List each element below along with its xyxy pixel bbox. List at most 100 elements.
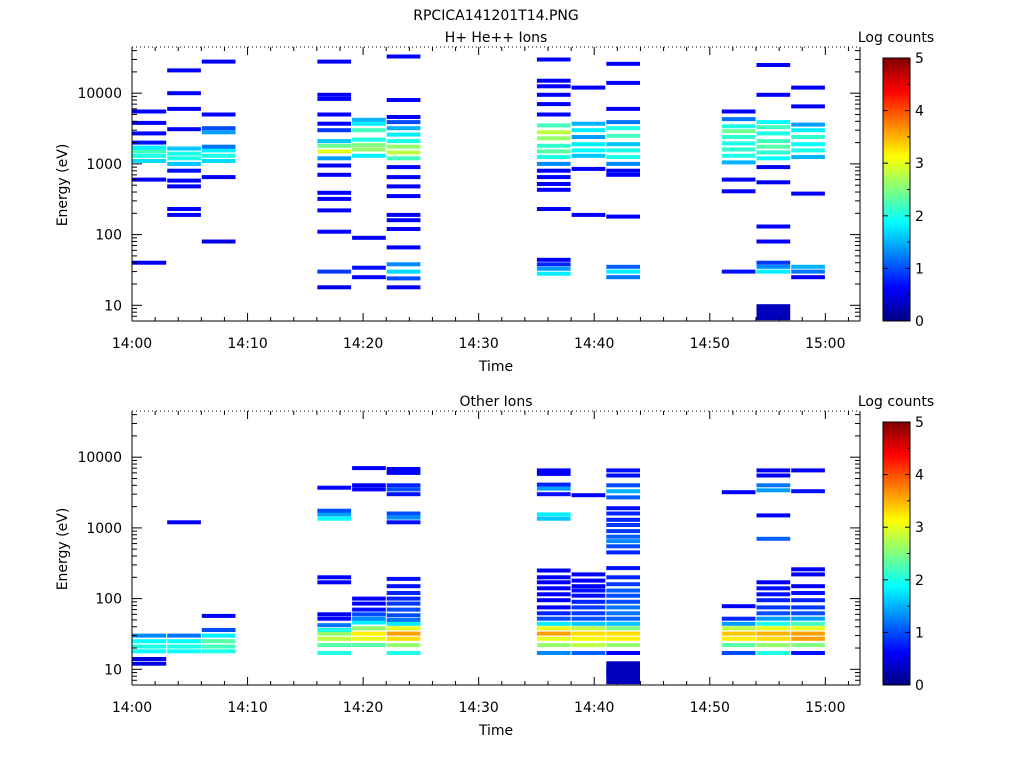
y-tick-label: 10000: [77, 86, 122, 102]
heatmap-cell: [317, 516, 352, 521]
heatmap-cell: [606, 511, 640, 516]
heatmap-cell: [317, 128, 352, 133]
heatmap-cell: [606, 626, 640, 631]
heatmap-cell: [352, 128, 386, 133]
heatmap-cell: [721, 490, 756, 495]
heatmap-cell: [167, 178, 201, 183]
heatmap-cell: [317, 636, 352, 641]
heatmap-cell: [571, 631, 606, 636]
heatmap-cell: [386, 591, 421, 595]
heatmap-cell: [386, 492, 421, 497]
heatmap-cell: [386, 651, 421, 655]
heatmap-cell: [791, 567, 825, 572]
heatmap-cell: [386, 607, 421, 612]
heatmap-cell: [386, 98, 421, 102]
heatmap-cell: [536, 136, 571, 141]
heatmap-cell: [167, 633, 201, 638]
heatmap-cell: [386, 54, 421, 59]
heatmap-cell: [386, 194, 421, 199]
colorbar-tick-label: 3: [915, 520, 924, 536]
heatmap-cell: [317, 196, 352, 201]
x-tick-label: 14:00: [112, 700, 152, 716]
heatmap-cell: [167, 127, 201, 132]
heatmap-cell: [352, 235, 386, 240]
heatmap-cell: [571, 616, 606, 621]
heatmap-cell: [352, 636, 386, 641]
heatmap-cell: [386, 156, 421, 161]
heatmap-cell: [317, 208, 352, 213]
heatmap-cell: [386, 276, 421, 281]
x-tick-label: 14:50: [690, 336, 730, 352]
heatmap-cell: [536, 471, 571, 476]
heatmap-cell: [721, 177, 756, 182]
heatmap-cell: [606, 605, 640, 610]
heatmap-cell: [317, 229, 352, 234]
heatmap-cell: [721, 135, 756, 139]
heatmap-cell: [352, 487, 386, 492]
heatmap-cell: [721, 117, 756, 122]
heatmap-cell: [606, 168, 640, 173]
y-axis-label: Energy (eV): [55, 144, 71, 227]
heatmap-cell: [756, 120, 791, 125]
heatmap-cell: [352, 626, 386, 631]
heatmap-cell: [721, 160, 756, 165]
heatmap-cell: [606, 269, 640, 274]
heatmap-cell: [317, 172, 352, 177]
heatmap-cell: [536, 626, 571, 631]
heatmap-cell: [571, 593, 606, 598]
heatmap-cell: [756, 260, 791, 265]
heatmap-cell: [756, 621, 791, 626]
heatmap-cell: [386, 596, 421, 601]
heatmap-cell: [386, 636, 421, 641]
heatmap-cell: [536, 643, 571, 648]
y-tick-label: 10: [104, 662, 122, 678]
x-tick-label: 14:50: [690, 700, 730, 716]
heatmap-cell: [167, 68, 201, 73]
heatmap-cell: [756, 156, 791, 161]
heatmap-cell: [201, 126, 236, 131]
heatmap-cell: [756, 468, 791, 473]
heatmap-cell: [606, 550, 640, 555]
heatmap-cell: [167, 151, 201, 156]
heatmap-cell: [352, 612, 386, 617]
heatmap-cell: [571, 121, 606, 126]
heatmap-cell: [721, 189, 756, 194]
panel-2: 14:00 14:10 14:20 14:30 14:40 14:50 15:0010100…: [55, 394, 934, 739]
heatmap-cell: [167, 520, 201, 525]
heatmap-cell: [756, 605, 791, 610]
heatmap-cell: [606, 636, 640, 641]
heatmap-cell: [386, 643, 421, 648]
heatmap-cell: [571, 148, 606, 153]
heatmap-cell: [536, 175, 571, 180]
x-tick-label: 14:30: [458, 700, 498, 716]
heatmap-cell: [132, 159, 167, 163]
heatmap-cell: [571, 611, 606, 616]
heatmap-cell: [386, 515, 421, 520]
heatmap-cell: [756, 592, 791, 597]
y-tick-label: 1000: [86, 521, 122, 537]
x-tick-label: 15:00: [805, 700, 845, 716]
heatmap-cell: [386, 212, 421, 217]
colorbar: Log counts 0 1 2 3 4 5: [858, 394, 934, 694]
colorbar-tick-label: 3: [915, 156, 924, 172]
colorbar-tick-label: 0: [915, 314, 924, 330]
heatmap-cell: [606, 120, 640, 125]
heatmap-cell: [791, 104, 825, 109]
heatmap-cell: [571, 135, 606, 139]
heatmap-cell: [201, 153, 236, 158]
heatmap-cell: [756, 586, 791, 591]
heatmap-cell: [132, 153, 167, 158]
heatmap-cell: [167, 106, 201, 111]
heatmap-cell: [791, 135, 825, 139]
heatmap-cell: [317, 96, 352, 101]
heatmap-cell: [756, 626, 791, 631]
heatmap-cell: [756, 643, 791, 648]
y-tick-label: 10: [104, 298, 122, 314]
heatmap-cell: [721, 626, 756, 631]
panel-title: H+ He++ Ions: [445, 30, 548, 46]
heatmap-cell: [791, 264, 825, 269]
heatmap-cell: [536, 149, 571, 154]
heatmap-cell: [132, 140, 167, 145]
heatmap-cell: [536, 482, 571, 487]
heatmap-cell: [756, 269, 791, 274]
